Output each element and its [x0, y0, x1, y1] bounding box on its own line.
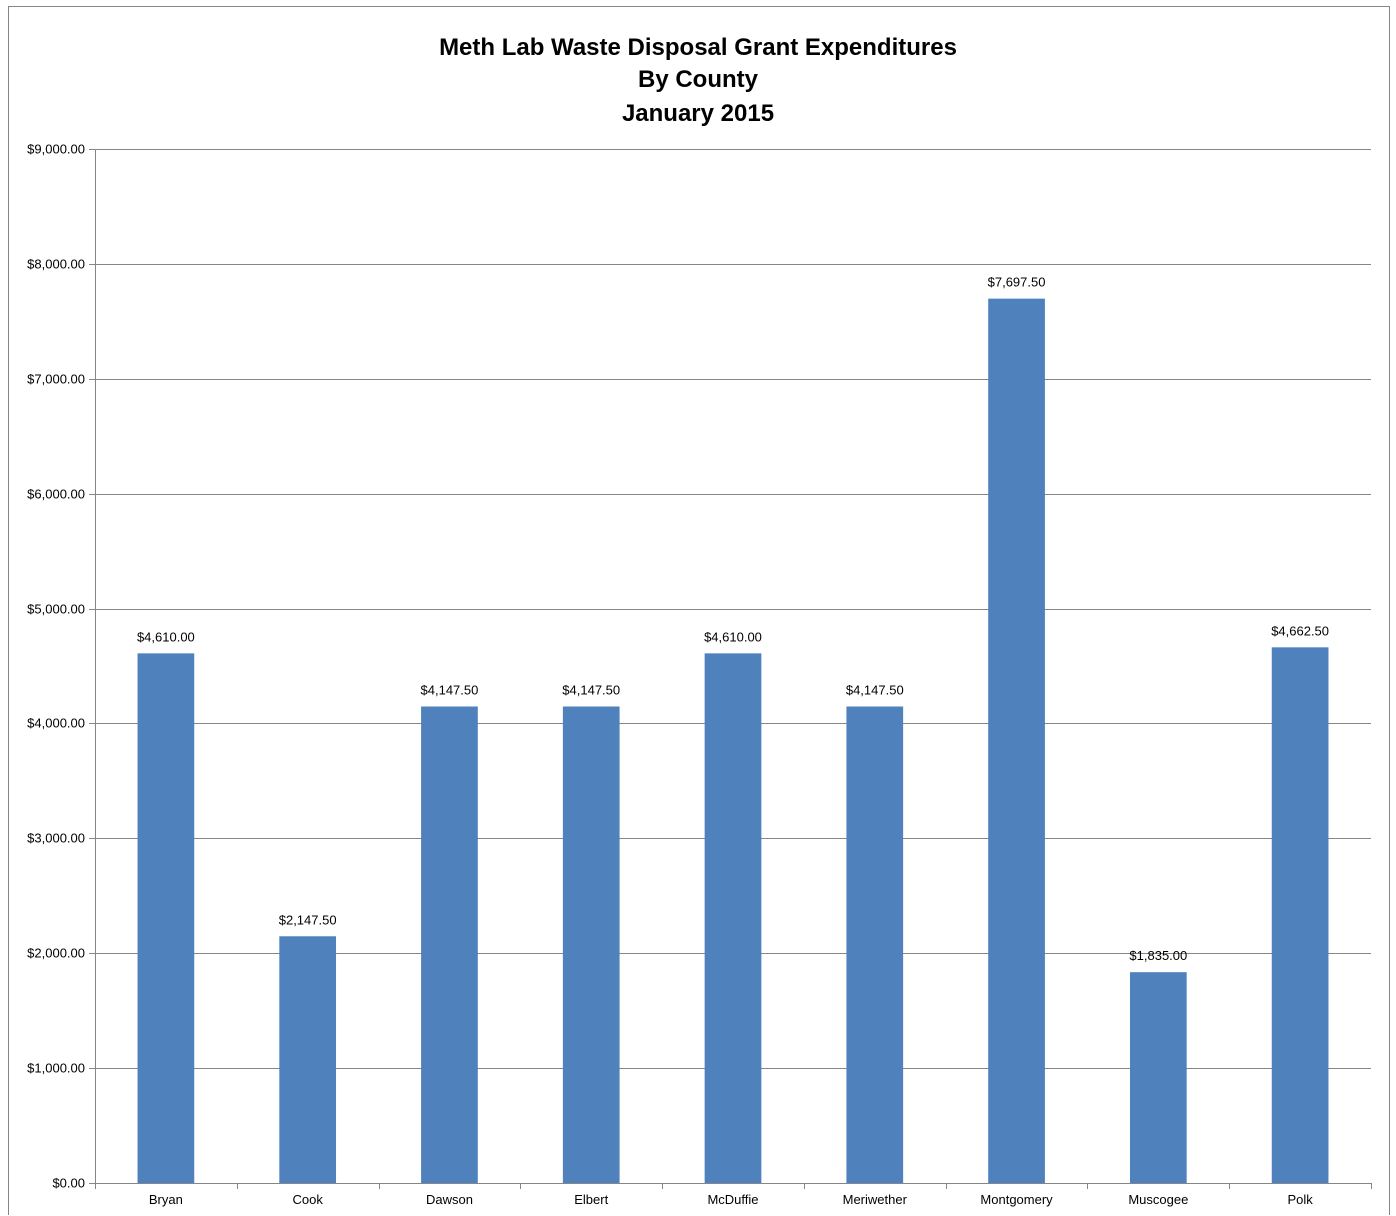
- bar-mcduffie: [704, 653, 762, 1183]
- bar-cook: [279, 936, 337, 1183]
- bar-dawson: [421, 706, 478, 1183]
- data-label: $4,610.00: [137, 629, 195, 644]
- x-category-label: Muscogee: [1128, 1192, 1188, 1207]
- chart-title-line-3: January 2015: [622, 100, 774, 127]
- data-label: $4,147.50: [846, 682, 904, 697]
- y-tick-label: $9,000.00: [27, 142, 85, 157]
- x-category-label: Meriwether: [843, 1192, 908, 1207]
- bars: [137, 298, 1329, 1183]
- x-category-label: Polk: [1287, 1192, 1313, 1207]
- x-category-label: Cook: [292, 1192, 323, 1207]
- data-label: $4,662.50: [1271, 623, 1329, 638]
- bar-chart: Meth Lab Waste Disposal Grant Expenditur…: [27, 34, 1372, 1208]
- chart-title-line-1: Meth Lab Waste Disposal Grant Expenditur…: [439, 34, 957, 61]
- data-label: $4,147.50: [562, 682, 620, 697]
- data-label: $2,147.50: [279, 912, 337, 927]
- bar-muscogee: [1129, 972, 1187, 1183]
- x-category-label: Elbert: [574, 1192, 608, 1207]
- axes: [95, 149, 1372, 1189]
- data-label: $1,835.00: [1129, 948, 1187, 963]
- data-label: $4,610.00: [704, 629, 762, 644]
- x-category-label: Montgomery: [980, 1192, 1053, 1207]
- bar-montgomery: [988, 298, 1045, 1183]
- chart-frame: Meth Lab Waste Disposal Grant Expenditur…: [8, 6, 1390, 1215]
- y-tick-label: $3,000.00: [27, 831, 85, 846]
- y-tick-label: $7,000.00: [27, 372, 85, 387]
- y-tick-label: $8,000.00: [27, 257, 85, 272]
- bar-bryan: [137, 653, 195, 1183]
- x-category-label: Bryan: [149, 1192, 183, 1207]
- y-tick-label: $5,000.00: [27, 602, 85, 617]
- y-tick-label: $2,000.00: [27, 946, 85, 961]
- bar-meriwether: [846, 706, 904, 1183]
- labels: $0.00 $1,000.00 $2,000.00 $3,000.00 $4,000.0…: [27, 142, 1329, 1208]
- bar-polk: [1271, 647, 1329, 1183]
- data-label: $7,697.50: [988, 275, 1046, 290]
- y-tick-label: $6,000.00: [27, 487, 85, 502]
- chart-title-line-2: By County: [638, 66, 759, 93]
- x-category-label: Dawson: [426, 1192, 473, 1207]
- y-tick-label: $4,000.00: [27, 716, 85, 731]
- bar-elbert: [562, 706, 620, 1183]
- y-tick-label: $1,000.00: [27, 1061, 85, 1076]
- x-category-label: McDuffie: [707, 1192, 758, 1207]
- data-label: $4,147.50: [421, 682, 479, 697]
- y-tick-label: $0.00: [52, 1176, 85, 1191]
